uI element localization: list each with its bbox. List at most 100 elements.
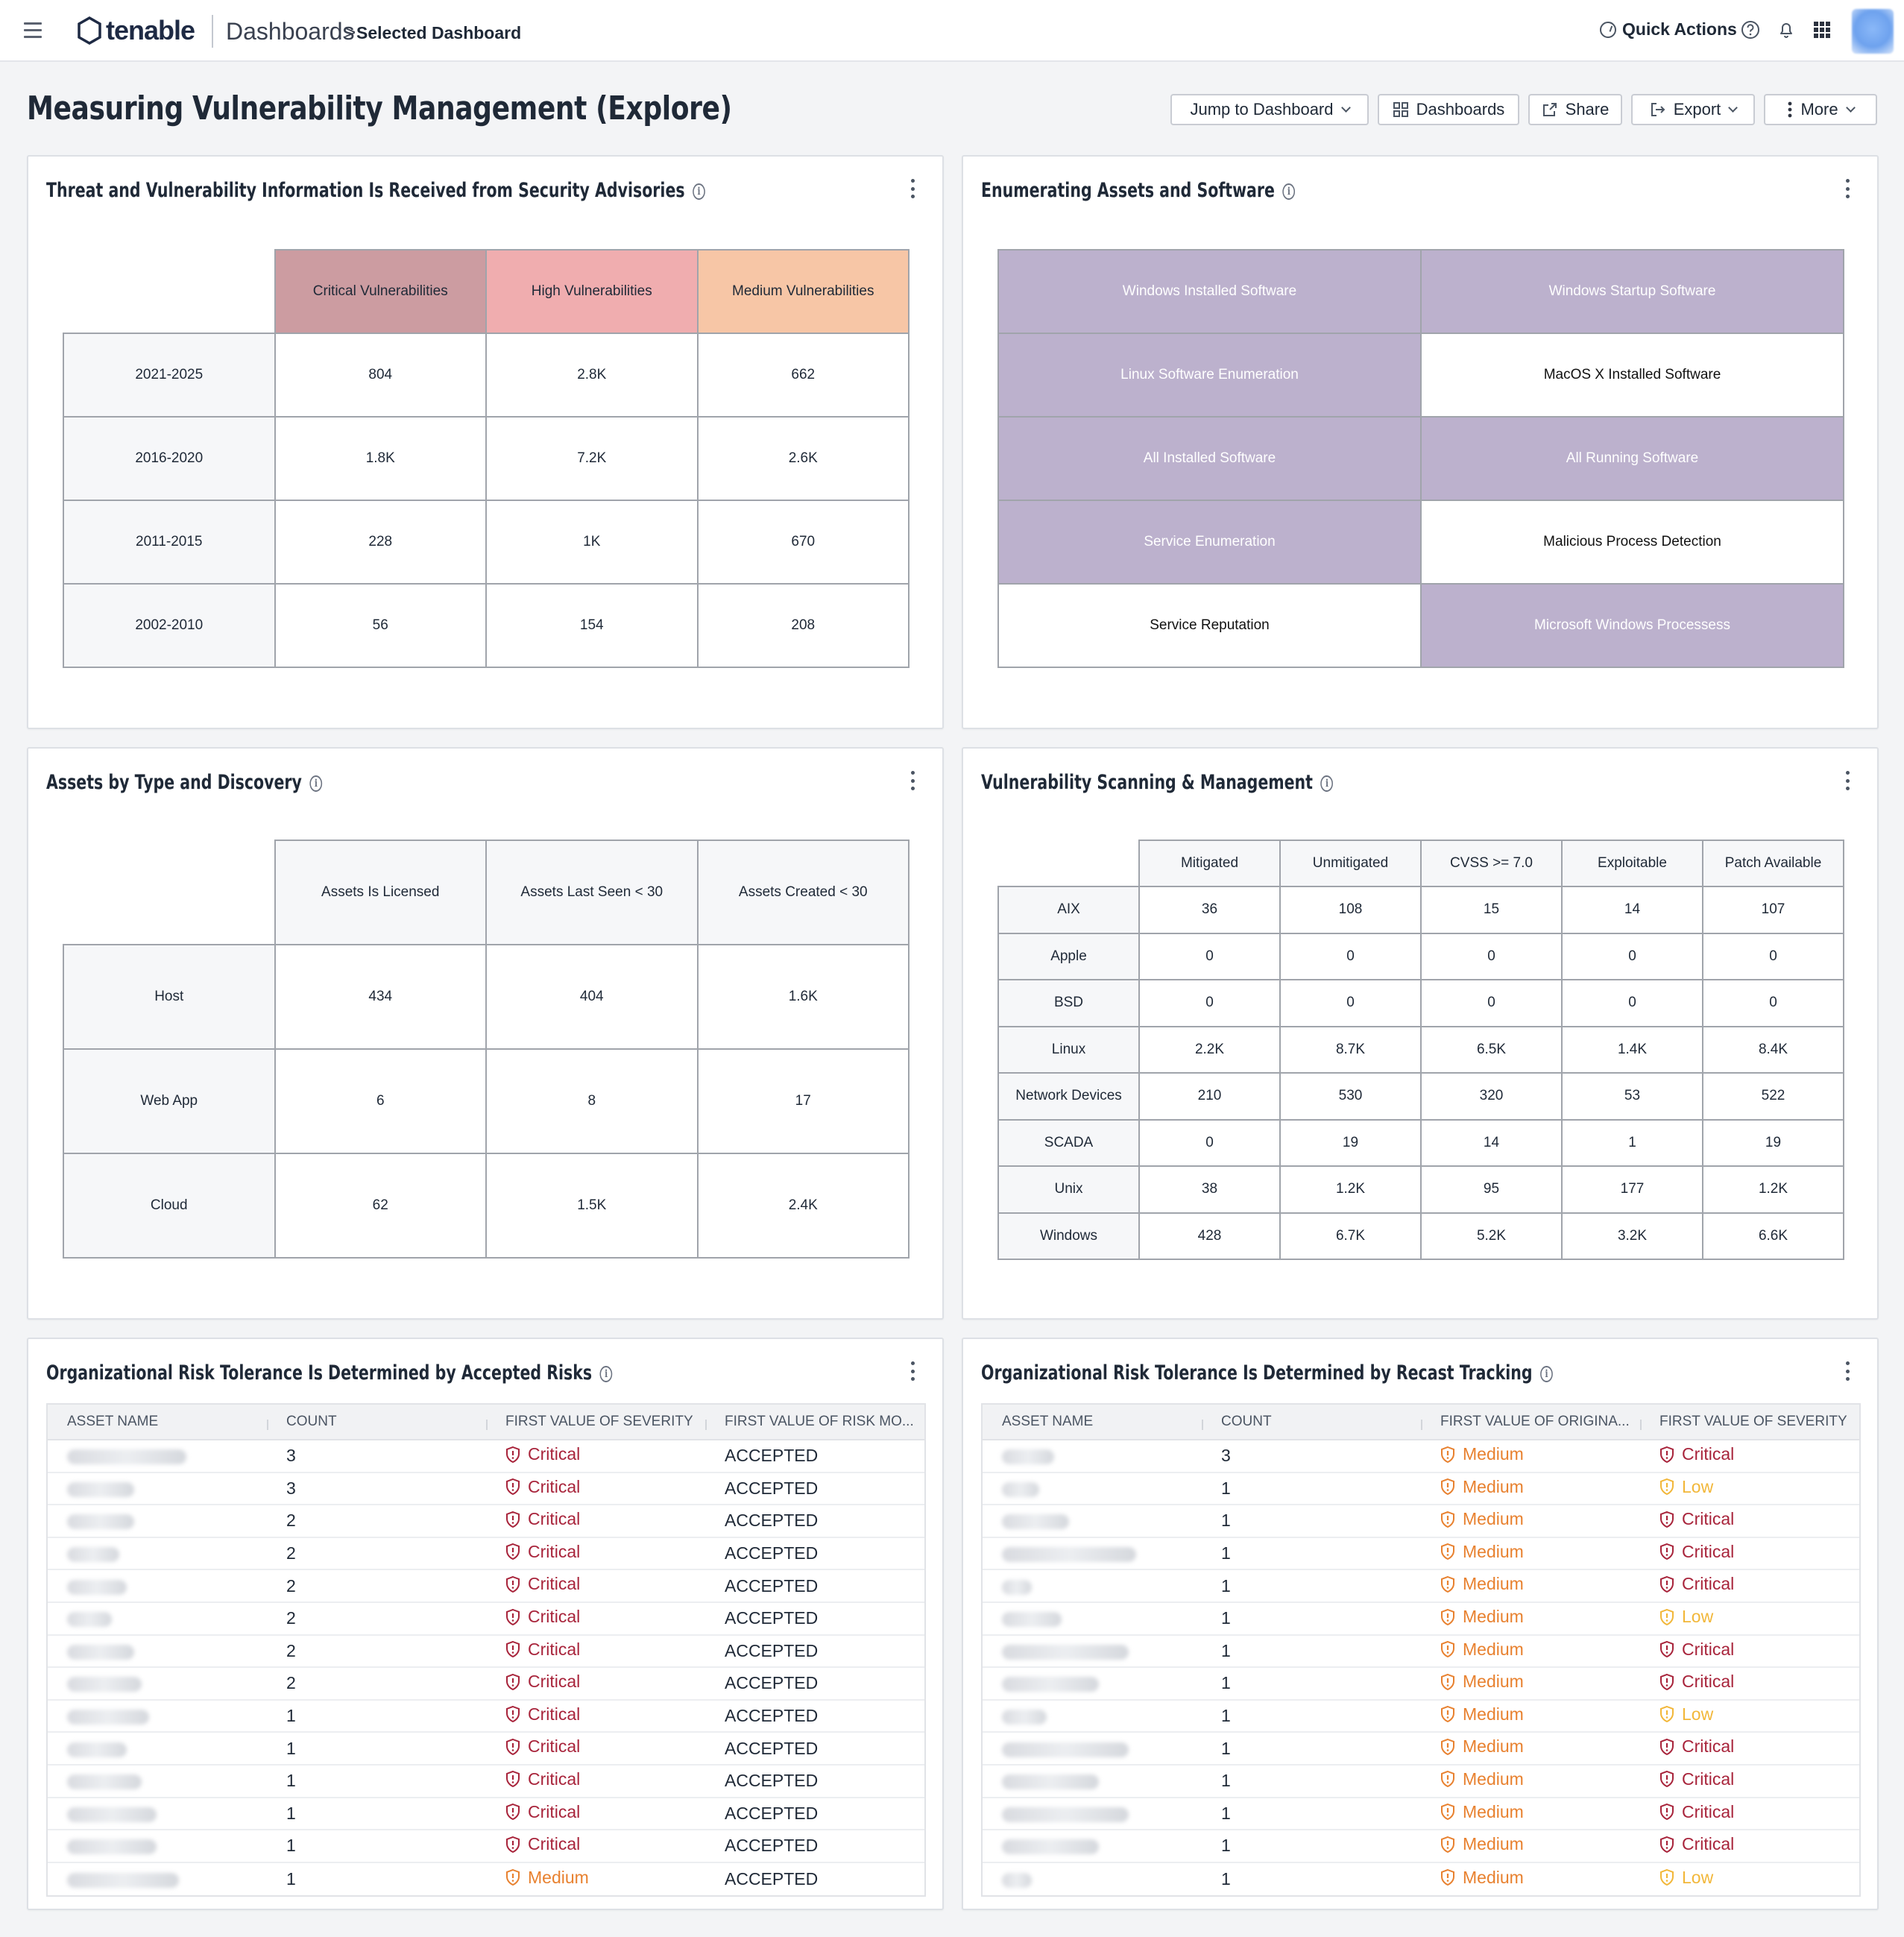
matrix-cell[interactable]: 14 <box>1561 886 1703 934</box>
matrix-cell[interactable]: 1.5K <box>485 1153 699 1259</box>
redacted-asset-name[interactable] <box>1002 1579 1032 1595</box>
notifications-bell-icon[interactable] <box>1776 19 1797 40</box>
table-column-header[interactable]: FIRST VALUE OF SEVERITY <box>486 1414 705 1430</box>
matrix-cell[interactable]: 53 <box>1561 1072 1703 1121</box>
matrix-cell[interactable]: 5.2K <box>1420 1212 1563 1260</box>
info-icon[interactable]: i <box>1320 775 1334 792</box>
matrix-cell[interactable]: 1 <box>1561 1118 1703 1167</box>
matrix-cell[interactable]: 0 <box>1561 932 1703 980</box>
redacted-asset-name[interactable] <box>67 1774 142 1790</box>
matrix-cell[interactable]: 0 <box>1420 932 1563 980</box>
dashboards-button[interactable]: Dashboards <box>1378 94 1519 125</box>
redacted-asset-name[interactable] <box>67 1872 179 1888</box>
redacted-asset-name[interactable] <box>67 1677 142 1692</box>
matrix-cell[interactable]: 36 <box>1138 886 1281 934</box>
widget-menu-kebab-icon[interactable] <box>1844 179 1850 198</box>
matrix-cell[interactable]: 177 <box>1561 1165 1703 1214</box>
widget-menu-kebab-icon[interactable] <box>910 771 915 790</box>
matrix-cell[interactable]: 0 <box>1279 979 1422 1027</box>
tenable-logo[interactable]: tenable <box>75 13 195 48</box>
table-row[interactable]: 3 Critical ACCEPTED <box>48 1440 924 1473</box>
matrix-cell[interactable]: 6.7K <box>1279 1212 1422 1260</box>
table-column-header[interactable]: FIRST VALUE OF RISK MO... <box>705 1414 924 1430</box>
matrix-cell[interactable]: 522 <box>1702 1072 1844 1121</box>
matrix-cell[interactable]: 6.5K <box>1420 1025 1563 1074</box>
table-column-header[interactable]: ASSET NAME <box>1002 1414 1094 1429</box>
redacted-asset-name[interactable] <box>1002 1514 1069 1530</box>
matrix-cell[interactable]: 7.2K <box>485 416 699 501</box>
matrix-cell[interactable]: 0 <box>1702 979 1844 1027</box>
enumeration-tile[interactable]: MacOS X Installed Software <box>1420 333 1844 418</box>
table-row[interactable]: 1 Medium Critical <box>983 1538 1859 1571</box>
enumeration-tile[interactable]: Windows Installed Software <box>997 249 1422 334</box>
redacted-asset-name[interactable] <box>67 1612 112 1628</box>
table-row[interactable]: 1 Medium Critical <box>983 1570 1859 1603</box>
enumeration-tile[interactable]: Malicious Process Detection <box>1420 500 1844 585</box>
table-column-header[interactable]: ASSET NAME <box>67 1414 159 1429</box>
info-icon[interactable]: i <box>309 775 323 792</box>
enumeration-tile[interactable]: Windows Startup Software <box>1420 249 1844 334</box>
matrix-cell[interactable]: 1.2K <box>1702 1165 1844 1214</box>
matrix-cell[interactable]: 804 <box>274 333 487 418</box>
redacted-asset-name[interactable] <box>1002 1742 1129 1757</box>
matrix-cell[interactable]: 428 <box>1138 1212 1281 1260</box>
matrix-cell[interactable]: 2.2K <box>1138 1025 1281 1074</box>
info-icon[interactable]: i <box>1282 183 1296 200</box>
table-column-header[interactable]: COUNT <box>267 1414 486 1430</box>
matrix-cell[interactable]: 320 <box>1420 1072 1563 1121</box>
jump-to-dashboard-button[interactable]: Jump to Dashboard <box>1170 94 1369 125</box>
table-row[interactable]: 2 Critical ACCEPTED <box>48 1538 924 1571</box>
info-icon[interactable]: i <box>693 183 705 200</box>
table-row[interactable]: 1 Medium Critical <box>983 1505 1859 1538</box>
matrix-cell[interactable]: 670 <box>696 500 910 585</box>
matrix-cell[interactable]: 1.2K <box>1279 1165 1422 1214</box>
redacted-asset-name[interactable] <box>1002 1774 1099 1790</box>
table-row[interactable]: 1 Medium Critical <box>983 1636 1859 1669</box>
matrix-cell[interactable]: 17 <box>696 1048 910 1154</box>
redacted-asset-name[interactable] <box>67 1481 134 1497</box>
matrix-cell[interactable]: 15 <box>1420 886 1563 934</box>
matrix-cell[interactable]: 2.6K <box>696 416 910 501</box>
redacted-asset-name[interactable] <box>67 1709 149 1725</box>
redacted-asset-name[interactable] <box>1002 1807 1129 1822</box>
matrix-cell[interactable]: 0 <box>1279 932 1422 980</box>
redacted-asset-name[interactable] <box>1002 1481 1039 1497</box>
table-row[interactable]: 1 Medium Low <box>983 1863 1859 1896</box>
redacted-asset-name[interactable] <box>67 1547 119 1562</box>
matrix-cell[interactable]: 0 <box>1138 979 1281 1027</box>
table-row[interactable]: 2 Critical ACCEPTED <box>48 1636 924 1669</box>
quick-actions-button[interactable]: Quick Actions <box>1600 19 1737 40</box>
table-row[interactable]: 1 Critical ACCEPTED <box>48 1766 924 1798</box>
table-row[interactable]: 1 Medium Critical <box>983 1668 1859 1701</box>
redacted-asset-name[interactable] <box>1002 1644 1129 1660</box>
redacted-asset-name[interactable] <box>1002 1839 1099 1855</box>
matrix-cell[interactable]: 0 <box>1138 1118 1281 1167</box>
matrix-cell[interactable]: 210 <box>1138 1072 1281 1121</box>
table-row[interactable]: 2 Critical ACCEPTED <box>48 1505 924 1538</box>
redacted-asset-name[interactable] <box>1002 1677 1099 1692</box>
table-row[interactable]: 1 Critical ACCEPTED <box>48 1798 924 1831</box>
redacted-asset-name[interactable] <box>67 1644 134 1660</box>
matrix-cell[interactable]: 0 <box>1420 979 1563 1027</box>
widget-menu-kebab-icon[interactable] <box>1844 771 1850 790</box>
table-row[interactable]: 1 Critical ACCEPTED <box>48 1830 924 1863</box>
matrix-cell[interactable]: 107 <box>1702 886 1844 934</box>
breadcrumb-dashboards[interactable]: Dashboards <box>226 18 355 45</box>
matrix-cell[interactable]: 38 <box>1138 1165 1281 1214</box>
matrix-cell[interactable]: 0 <box>1138 932 1281 980</box>
more-button[interactable]: More <box>1764 94 1877 125</box>
matrix-cell[interactable]: 1.6K <box>696 944 910 1050</box>
matrix-cell[interactable]: 208 <box>696 583 910 668</box>
matrix-cell[interactable]: 1.4K <box>1561 1025 1703 1074</box>
matrix-cell[interactable]: 530 <box>1279 1072 1422 1121</box>
redacted-asset-name[interactable] <box>67 1807 157 1822</box>
matrix-cell[interactable]: 1.8K <box>274 416 487 501</box>
share-button[interactable]: Share <box>1528 94 1622 125</box>
table-row[interactable]: 1 Critical ACCEPTED <box>48 1733 924 1766</box>
table-row[interactable]: 1 Medium Critical <box>983 1798 1859 1831</box>
matrix-cell[interactable]: 662 <box>696 333 910 418</box>
matrix-cell[interactable]: 19 <box>1279 1118 1422 1167</box>
table-column-header[interactable]: FIRST VALUE OF ORIGINA... <box>1421 1414 1640 1430</box>
redacted-asset-name[interactable] <box>1002 1547 1136 1562</box>
widget-menu-kebab-icon[interactable] <box>910 179 915 198</box>
